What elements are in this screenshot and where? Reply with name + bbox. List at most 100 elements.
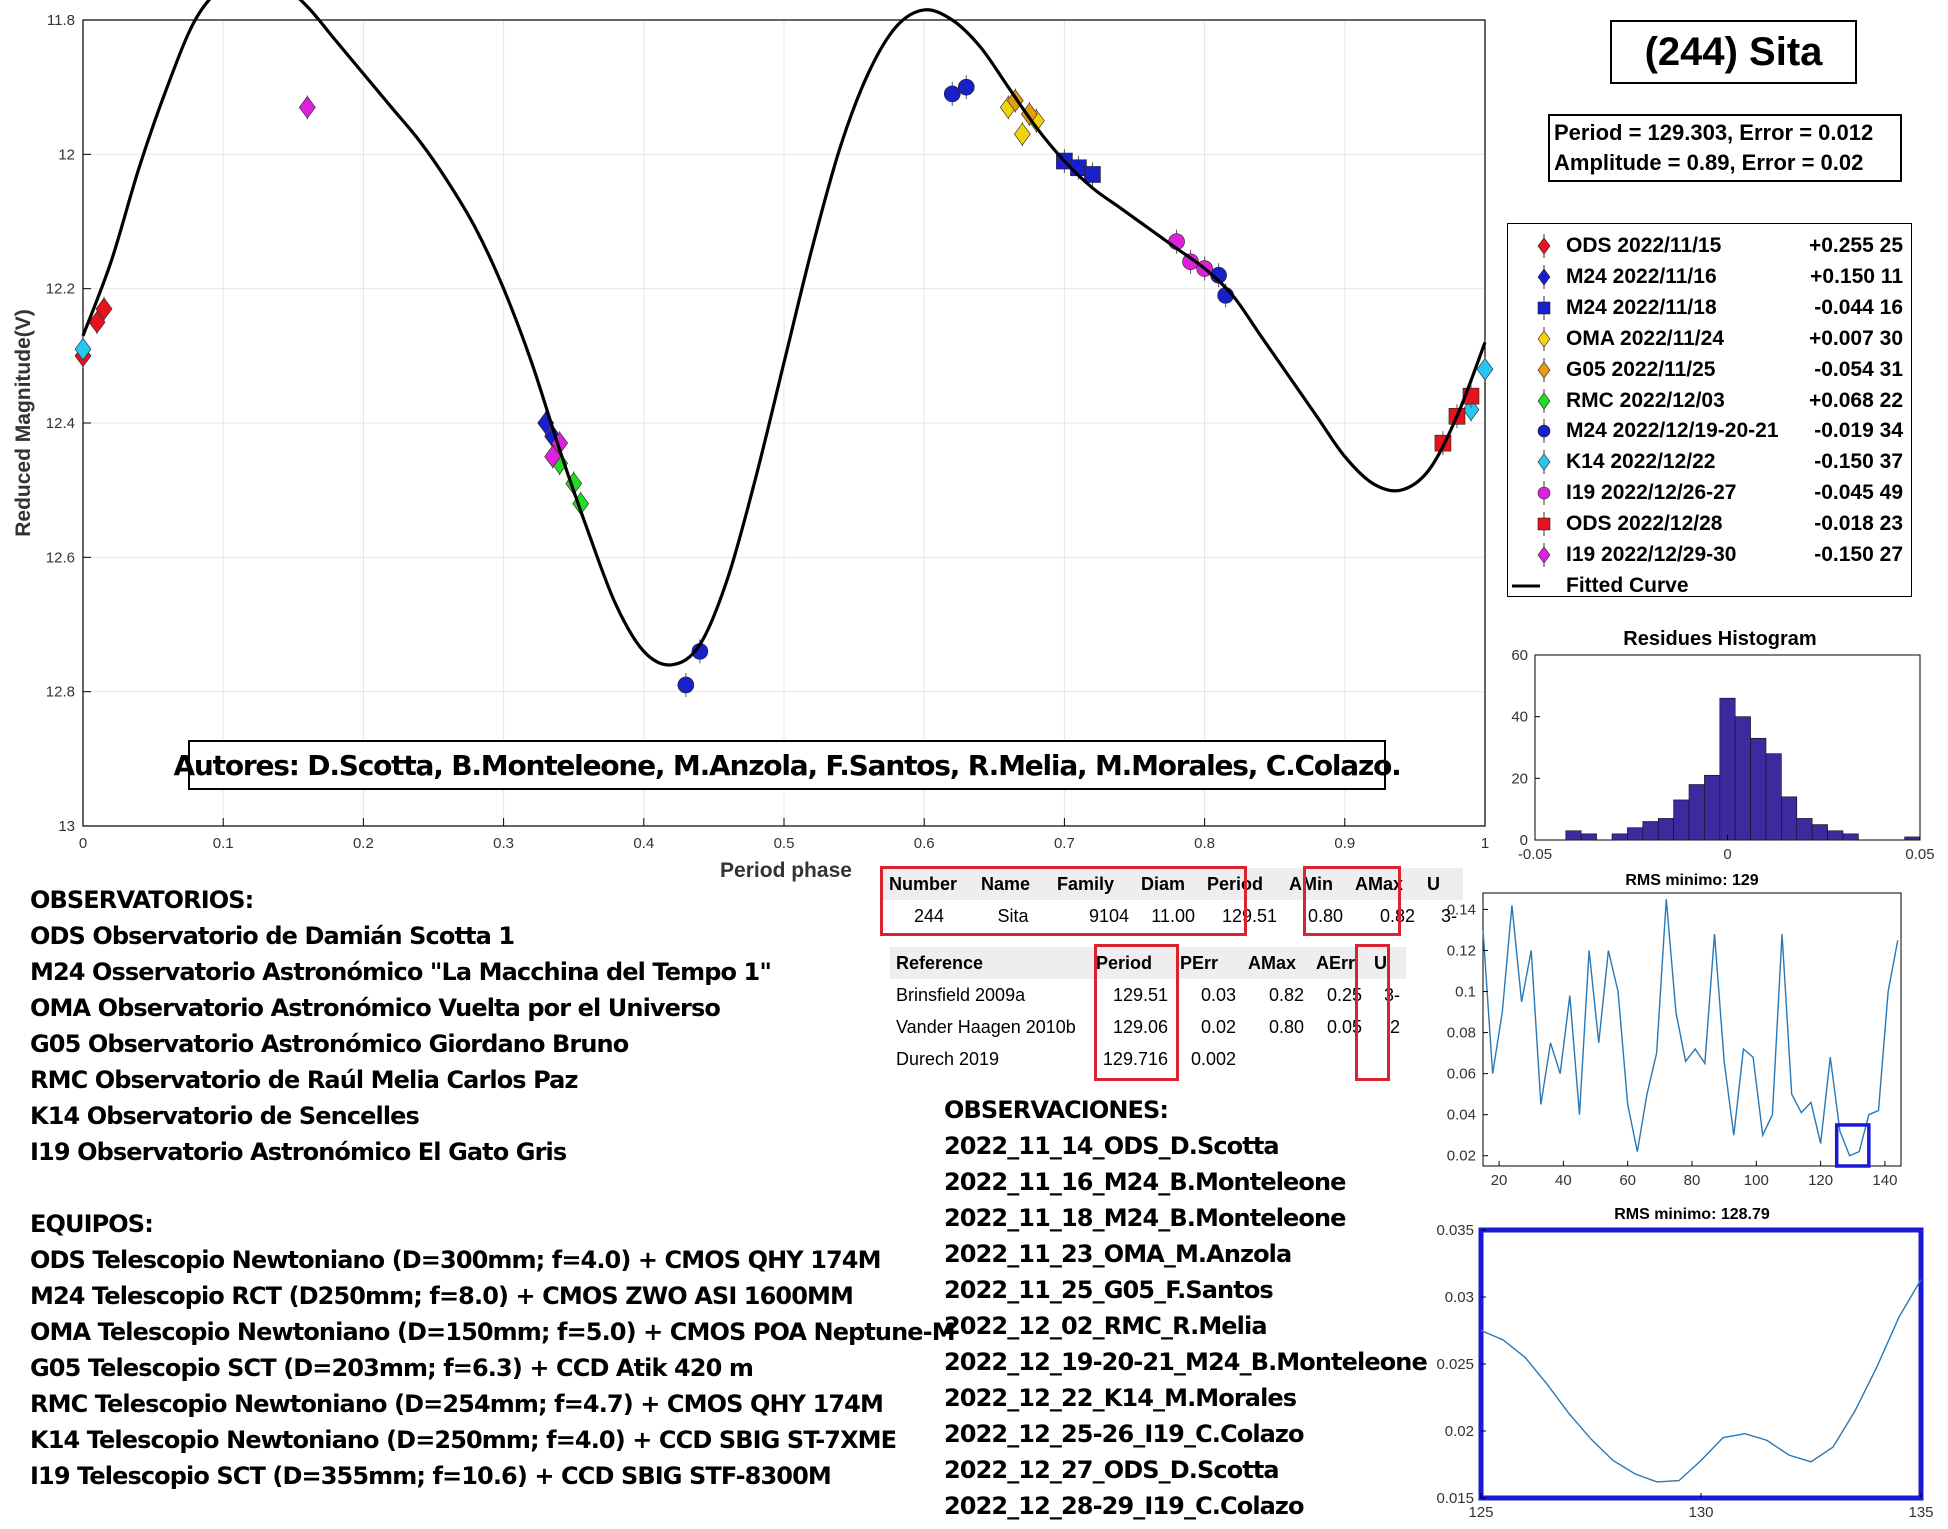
histogram-bar [1750,737,1767,841]
legend-marker-shape [1537,486,1551,500]
data-point [74,337,92,361]
ref-header-cell: Reference [890,947,1090,979]
histogram-title: Residues Histogram [1623,628,1816,650]
legend-shift: +0.007 [1808,326,1874,350]
legend-marker [1537,481,1551,506]
legend-shift-value: -0.150 27 [1814,543,1903,567]
legend-count: 34 [1879,419,1903,443]
ref-cell: 0.82 [1268,984,1304,1005]
rms-y-tick-label: 0.03 [1445,1289,1474,1306]
histogram-bar [1781,796,1798,841]
fitted-curve-line [81,0,1487,667]
rms-x-tick-label: 20 [1491,1172,1508,1189]
legend-label: ODS 2022/12/28 [1566,512,1723,536]
data-point [957,78,975,96]
y-tick-label: 13 [58,818,75,835]
hist-y-tick-label: 60 [1511,647,1528,664]
histogram-bar [1704,774,1721,841]
lightcurve-chart: 0 0.1 0.2 0.3 0.4 0.5 0.6 0.7 0.8 0.9 1 11.8 12 12.2 1… [12,0,1494,882]
legend-marker [1537,419,1551,444]
observaciones-line: 2022_11_23_OMA_M.Anzola [944,1240,1292,1268]
data-point [298,96,316,119]
legend-entry: M24 2022/11/16 +0.150 11 [1508,262,1911,292]
ref-cell: 129.06 [1112,1016,1168,1037]
legend-shift: -0.150 [1814,450,1874,474]
legend-label: I19 2022/12/26-27 [1566,481,1737,505]
data-point [1013,122,1031,146]
equipos-line: RMC Telescopio Newtoniano (D=254mm; f=4.… [30,1390,884,1418]
rms-x-tick-label: 40 [1555,1172,1572,1189]
legend-count: 22 [1879,388,1903,412]
ref-header-cell: Period [1090,947,1174,979]
observaciones-line: 2022_12_22_K14_M.Morales [944,1384,1297,1412]
histogram-bar [1565,830,1582,841]
legend-entry-fitted: Fitted Curve [1508,571,1911,601]
rms-y-tick-label: 0.1 [1455,984,1476,1001]
legend-line-icon [1512,584,1540,588]
observatorios-line: M24 Osservatorio Astronómico "La Macchin… [30,958,772,986]
legend-marker-shape [1537,546,1551,564]
histogram-bar [1657,818,1674,841]
hist-y-tick-label: 0 [1520,832,1528,849]
legend-shift: -0.019 [1814,419,1874,443]
legend-entry: OMA 2022/11/24 +0.007 30 [1508,324,1911,354]
histogram-bar [1904,836,1921,841]
legend-count: 23 [1879,512,1903,536]
legend-entry: ODS 2022/12/28 -0.018 23 [1508,509,1911,539]
lcdb-header-cell: U [1421,868,1463,900]
ref-cell: 129.716 [1102,1048,1168,1069]
x-tick-label: 0 [79,835,87,852]
legend-label: M24 2022/11/18 [1566,295,1717,319]
lcdb-cell: 244 [913,905,945,926]
legend-marker [1537,295,1551,320]
legend-count: 49 [1879,481,1903,505]
legend-entry: K14 2022/12/22 -0.150 37 [1508,447,1911,477]
hist-x-tick-label: 0 [1723,846,1731,863]
histogram-bar [1627,827,1644,841]
ref-cell: 0.05 [1326,1016,1362,1037]
legend-entry: M24 2022/12/19-20-21 -0.019 34 [1508,416,1911,446]
histogram-bar [1811,824,1828,841]
lcdb-cell: 3- [1440,905,1457,926]
x-axis-label: Period phase [720,859,852,882]
y-tick-label: 12.6 [46,549,75,566]
legend-shift-value: -0.019 34 [1814,419,1903,443]
x-tick-label: 0.3 [493,835,514,852]
legend-label: G05 2022/11/25 [1566,357,1716,381]
rms-x-tick-label: 135 [1908,1504,1933,1521]
equipos-line: OMA Telescopio Newtoniano (D=150mm; f=5.… [30,1318,956,1346]
ref-cell: Durech 2019 [896,1048,1000,1069]
legend-count: 31 [1879,357,1903,381]
observaciones-line: 2022_12_02_RMC_R.Melia [944,1312,1268,1340]
legend-marker [1537,264,1551,289]
rms-y-tick-label: 0.025 [1436,1356,1474,1373]
legend-label: I19 2022/12/29-30 [1566,543,1737,566]
lcdb-summary-table: Number Name Family Diam Period AMin AMax U 244 Si… [883,868,1463,932]
amplitude-fit-text: Amplitude = 0.89, Error = 0.02 [1554,150,1864,175]
rms-scan-title: RMS minimo: 129 [1625,872,1758,889]
rms-y-tick-label: 0.06 [1447,1066,1476,1083]
legend-count: 11 [1880,264,1903,288]
observatorios-heading: OBSERVATORIOS: [30,886,254,914]
observatorios-line: ODS Observatorio de Damián Scotta 1 [30,922,515,950]
observaciones-line: 2022_11_25_G05_F.Santos [944,1276,1274,1304]
histogram-bar [1796,818,1813,841]
rms-y-tick-label: 0.12 [1447,942,1476,959]
observaciones-line: 2022_11_16_M24_B.Monteleone [944,1168,1346,1196]
y-tick-label: 12.4 [46,415,75,432]
rms-zoom-title: RMS minimo: 128.79 [1614,1206,1770,1223]
authors-box: Autores: D.Scotta, B.Monteleone, M.Anzol… [173,740,1402,790]
legend-shift: -0.054 [1814,357,1874,381]
lcdb-cell: 11.00 [1151,905,1195,926]
equipos-line: K14 Telescopio Newtoniano (D=250mm; f=4.… [30,1426,897,1454]
rms-x-tick-label: 125 [1468,1504,1493,1521]
lcdb-header-cell: AMax [1349,868,1421,900]
legend-entry: I19 2022/12/29-30 -0.150 27 [1508,540,1911,570]
legend-label: OMA 2022/11/24 [1566,326,1724,350]
histogram-bar [1611,833,1628,841]
legend-label: ODS 2022/11/15 [1566,234,1722,257]
histogram-bar [1734,716,1751,841]
histogram-bar [1580,833,1597,841]
fit-info-box: Period = 129.303, Error = 0.012 Amplitud… [1548,114,1902,182]
rms-line [1482,899,1899,1157]
